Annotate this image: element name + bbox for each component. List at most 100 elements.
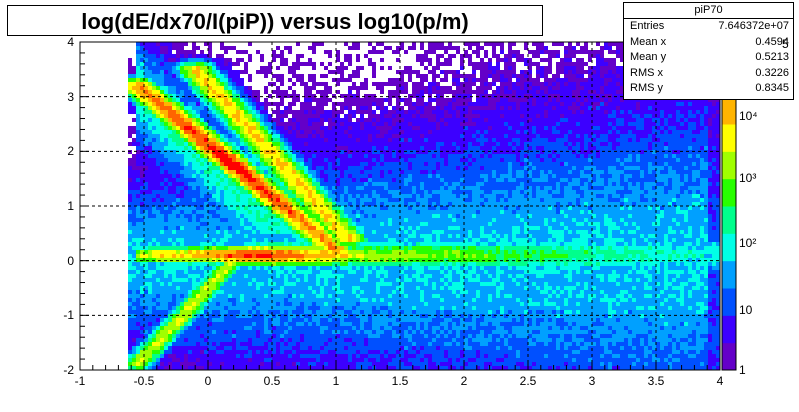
heatmap-cell <box>296 178 300 182</box>
heatmap-cell <box>140 138 144 142</box>
heatmap-cell <box>228 130 232 134</box>
heatmap-cell <box>308 262 312 266</box>
heatmap-cell <box>384 238 388 242</box>
heatmap-layer <box>128 42 720 370</box>
heatmap-cell <box>384 118 388 122</box>
heatmap-cell <box>240 70 244 74</box>
heatmap-cell <box>328 274 332 278</box>
heatmap-cell <box>264 106 268 110</box>
heatmap-cell <box>340 126 344 130</box>
heatmap-cell <box>376 350 380 354</box>
heatmap-cell <box>240 334 244 338</box>
heatmap-cell <box>228 254 232 258</box>
heatmap-cell <box>364 206 368 210</box>
heatmap-cell <box>268 242 272 246</box>
heatmap-cell <box>284 218 288 222</box>
heatmap-cell <box>336 222 340 226</box>
heatmap-cell <box>360 326 364 330</box>
heatmap-cell <box>212 158 216 162</box>
heatmap-cell <box>136 250 140 254</box>
heatmap-cell <box>280 306 284 310</box>
heatmap-cell <box>340 170 344 174</box>
heatmap-cell <box>300 138 304 142</box>
heatmap-cell <box>352 186 356 190</box>
heatmap-cell <box>352 210 356 214</box>
heatmap-cell <box>240 182 244 186</box>
heatmap-cell <box>368 238 372 242</box>
heatmap-cell <box>288 302 292 306</box>
heatmap-cell <box>380 358 384 362</box>
heatmap-cell <box>184 78 188 82</box>
heatmap-cell <box>184 198 188 202</box>
heatmap-cell <box>376 174 380 178</box>
heatmap-cell <box>296 234 300 238</box>
heatmap-cell <box>308 170 312 174</box>
heatmap-cell <box>376 154 380 158</box>
heatmap-cell <box>316 318 320 322</box>
heatmap-cell <box>228 334 232 338</box>
heatmap-cell <box>332 210 336 214</box>
heatmap-cell <box>180 270 184 274</box>
heatmap-cell <box>144 362 148 366</box>
heatmap-cell <box>320 282 324 286</box>
heatmap-cell <box>340 218 344 222</box>
heatmap-cell <box>224 122 228 126</box>
heatmap-cell <box>172 178 176 182</box>
heatmap-cell <box>200 250 204 254</box>
heatmap-cell <box>336 294 340 298</box>
heatmap-cell <box>372 318 376 322</box>
heatmap-cell <box>212 106 216 110</box>
heatmap-cell <box>144 62 148 66</box>
heatmap-cell <box>340 366 344 370</box>
heatmap-cell <box>356 282 360 286</box>
heatmap-cell <box>296 78 300 82</box>
heatmap-cell <box>380 98 384 102</box>
heatmap-cell <box>228 162 232 166</box>
heatmap-cell <box>368 330 372 334</box>
heatmap-cell <box>272 162 276 166</box>
heatmap-cell <box>164 194 168 198</box>
heatmap-cell <box>348 146 352 150</box>
heatmap-cell <box>200 346 204 350</box>
heatmap-cell <box>264 206 268 210</box>
heatmap-cell <box>384 250 388 254</box>
heatmap-cell <box>164 254 168 258</box>
heatmap-cell <box>348 194 352 198</box>
heatmap-cell <box>204 362 208 366</box>
heatmap-cell <box>200 66 204 70</box>
heatmap-cell <box>148 146 152 150</box>
heatmap-cell <box>272 234 276 238</box>
heatmap-cell <box>216 154 220 158</box>
heatmap-cell <box>316 126 320 130</box>
heatmap-cell <box>156 206 160 210</box>
heatmap-cell <box>376 274 380 278</box>
heatmap-cell <box>364 250 368 254</box>
heatmap-cell <box>188 154 192 158</box>
heatmap-cell <box>184 126 188 130</box>
heatmap-cell <box>280 110 284 114</box>
heatmap-cell <box>196 194 200 198</box>
heatmap-cell <box>208 202 212 206</box>
heatmap-cell <box>216 282 220 286</box>
heatmap-cell <box>320 106 324 110</box>
heatmap-cell <box>128 66 132 70</box>
heatmap-cell <box>188 282 192 286</box>
heatmap-cell <box>292 314 296 318</box>
heatmap-cell <box>176 78 180 82</box>
heatmap-cell <box>312 122 316 126</box>
heatmap-cell <box>188 58 192 62</box>
heatmap-cell <box>384 162 388 166</box>
heatmap-cell <box>188 298 192 302</box>
heatmap-cell <box>336 334 340 338</box>
heatmap-cell <box>168 310 172 314</box>
heatmap-cell <box>232 154 236 158</box>
heatmap-cell <box>192 82 196 86</box>
heatmap-cell <box>316 290 320 294</box>
heatmap-cell <box>288 106 292 110</box>
heatmap-cell <box>344 274 348 278</box>
heatmap-cell <box>180 350 184 354</box>
heatmap-cell <box>364 362 368 366</box>
heatmap-cell <box>316 90 320 94</box>
heatmap-cell <box>200 238 204 242</box>
heatmap-cell <box>368 322 372 326</box>
